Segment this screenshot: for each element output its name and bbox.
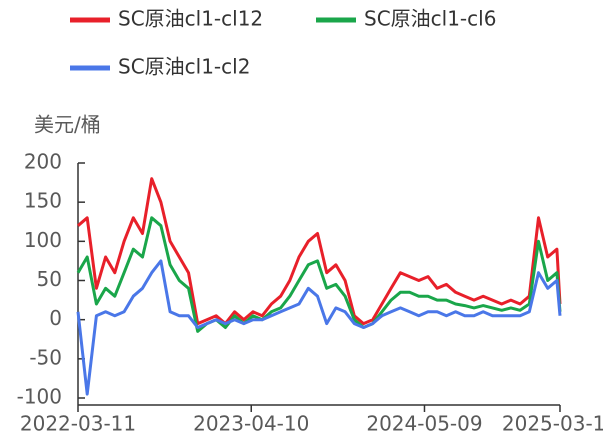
x-tick-label: 2024-05-09 <box>366 412 482 436</box>
y-tick-label: -50 <box>29 345 62 369</box>
series-line <box>76 259 562 396</box>
y-tick-label: -100 <box>17 385 62 409</box>
x-tick-label: 2022-03-11 <box>20 412 136 436</box>
legend-label: SC原油cl1-cl12 <box>118 7 263 31</box>
series-line <box>76 216 562 333</box>
x-tick-label: 2023-04-10 <box>193 412 309 436</box>
legend-label: SC原油cl1-cl6 <box>364 7 496 31</box>
series-line <box>77 177 562 326</box>
legend-label: SC原油cl1-cl2 <box>118 55 250 79</box>
y-tick-label: 100 <box>24 228 62 252</box>
y-tick-label: 0 <box>49 306 62 330</box>
y-tick-label: 150 <box>24 189 62 213</box>
y-axis-label: 美元/桶 <box>34 113 101 137</box>
x-tick-label: 2025-03-14 <box>502 412 603 436</box>
y-tick-label: 200 <box>24 150 62 174</box>
y-tick-label: 50 <box>37 267 62 291</box>
